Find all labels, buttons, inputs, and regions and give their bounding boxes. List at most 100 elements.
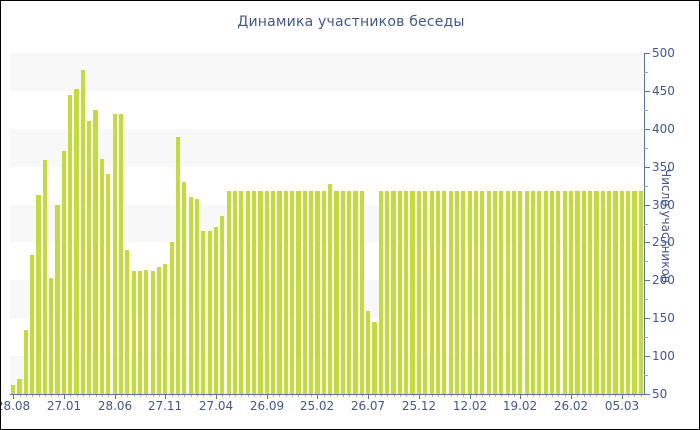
bar: [106, 174, 111, 394]
y-axis-minor-tick: [644, 72, 648, 73]
x-axis-minor-tick: [140, 395, 141, 397]
x-axis-minor-tick: [552, 395, 553, 397]
x-axis-minor-tick: [77, 395, 78, 397]
bar: [271, 190, 276, 394]
bar: [378, 190, 383, 394]
y-axis-tick-label: 100: [652, 349, 675, 363]
x-axis-minor-tick: [406, 395, 407, 397]
x-axis-minor-tick: [615, 395, 616, 397]
bar: [156, 266, 162, 394]
x-axis-minor-tick: [444, 395, 445, 397]
x-axis-minor-tick: [108, 395, 109, 397]
bar: [112, 113, 117, 394]
bar: [391, 190, 396, 394]
bar: [366, 310, 371, 394]
x-axis-minor-tick: [501, 395, 502, 397]
bar: [372, 322, 377, 394]
bar: [258, 190, 263, 394]
bar: [626, 190, 631, 394]
x-axis-tick: [165, 395, 166, 399]
bar: [175, 137, 181, 394]
x-axis-minor-tick: [539, 395, 540, 397]
bar: [385, 190, 390, 394]
x-axis-minor-tick: [489, 395, 490, 397]
x-axis-tick-label: 25.12: [401, 399, 437, 413]
bar: [435, 190, 441, 394]
bar: [454, 190, 460, 394]
x-axis-minor-tick: [527, 395, 528, 397]
x-axis-minor-tick: [89, 395, 90, 397]
x-axis-minor-tick: [609, 395, 610, 397]
x-axis-minor-tick: [603, 395, 604, 397]
x-axis-minor-tick: [533, 395, 534, 397]
bar: [423, 190, 428, 394]
bar: [568, 190, 574, 394]
x-axis-tick: [368, 395, 369, 399]
x-axis-minor-tick: [279, 395, 280, 397]
bar: [131, 271, 136, 394]
x-axis-tick: [419, 395, 420, 399]
x-axis-tick-label: 28.08: [1, 399, 31, 413]
x-axis-minor-tick: [375, 395, 376, 397]
x-axis-minor-tick: [337, 395, 338, 397]
x-axis-minor-tick: [51, 395, 52, 397]
x-axis-minor-tick: [324, 395, 325, 397]
x-axis-tick: [13, 395, 14, 399]
y-axis-tick: [644, 242, 650, 243]
bar: [600, 190, 605, 394]
bar: [150, 271, 155, 394]
x-axis-tick: [470, 395, 471, 399]
x-axis-tick-label: 26.09: [249, 399, 285, 413]
y-axis-tick-label: 250: [652, 235, 675, 249]
bar: [144, 270, 149, 394]
bar: [442, 190, 447, 394]
x-axis-minor-tick: [102, 395, 103, 397]
bar: [93, 109, 98, 394]
x-axis-minor-tick: [508, 395, 509, 397]
bar: [226, 190, 231, 394]
bar: [562, 190, 567, 394]
x-axis-minor-tick: [178, 395, 179, 397]
x-axis-tick-label: 28.06: [97, 399, 133, 413]
bar: [264, 190, 269, 394]
x-axis-minor-tick: [628, 395, 629, 397]
bar: [17, 378, 22, 394]
bar: [328, 184, 333, 394]
x-axis-minor-tick: [39, 395, 40, 397]
bar: [404, 190, 409, 394]
bar: [182, 181, 187, 394]
x-axis-tick: [64, 395, 65, 399]
bar: [480, 190, 485, 394]
x-axis-tick: [216, 395, 217, 399]
bar: [169, 242, 174, 394]
x-axis-minor-tick: [413, 395, 414, 397]
bar: [125, 250, 130, 394]
bar: [461, 190, 466, 394]
x-axis-minor-tick: [159, 395, 160, 397]
y-axis-tick-label: 350: [652, 160, 675, 174]
bar: [416, 190, 421, 394]
bar: [448, 190, 453, 394]
x-axis-minor-tick: [634, 395, 635, 397]
x-axis-minor-tick: [451, 395, 452, 397]
bar: [575, 190, 580, 394]
x-axis-minor-tick: [349, 395, 350, 397]
bar: [549, 190, 555, 394]
y-axis-tick-label: 200: [652, 273, 675, 287]
x-axis-tick: [115, 395, 116, 399]
bar: [137, 271, 143, 394]
x-axis-minor-tick: [577, 395, 578, 397]
bar: [277, 190, 282, 394]
y-axis-tick-label: 300: [652, 198, 675, 212]
x-axis-minor-tick: [146, 395, 147, 397]
x-axis-tick-label: 26.02: [553, 399, 589, 413]
x-axis-minor-tick: [463, 395, 464, 397]
x-axis-minor-tick: [356, 395, 357, 397]
bar: [511, 190, 517, 394]
y-axis-title: Число участников: [659, 169, 673, 283]
bar: [581, 190, 586, 394]
x-axis-tick-label: 27.01: [46, 399, 82, 413]
bar: [245, 190, 250, 394]
x-axis-minor-tick: [58, 395, 59, 397]
x-axis-minor-tick: [330, 395, 331, 397]
